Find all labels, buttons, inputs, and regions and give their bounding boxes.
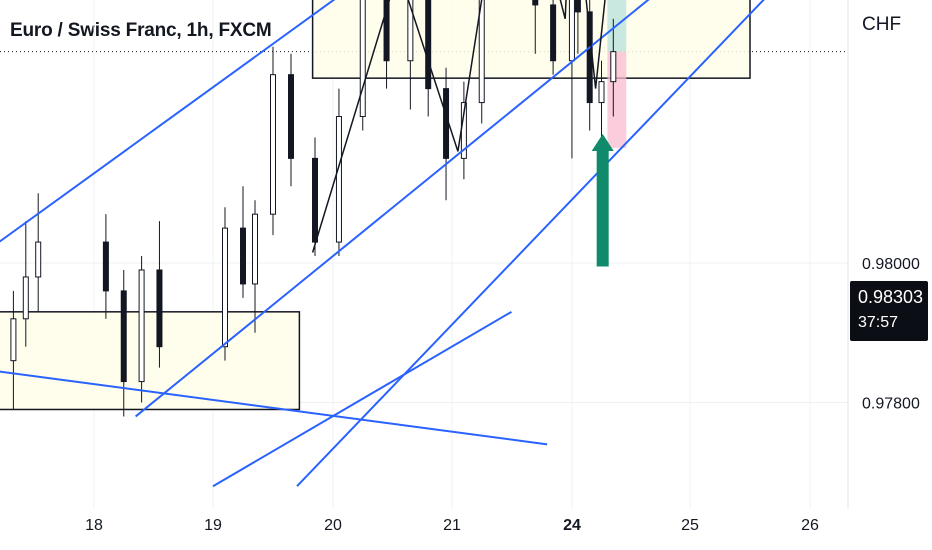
candle — [532, 0, 539, 54]
short-support-line — [212, 310, 512, 488]
candle-body — [102, 241, 109, 292]
candle-body — [138, 269, 145, 383]
candle-body — [407, 0, 414, 62]
candle — [288, 53, 294, 187]
candle-body — [574, 0, 581, 13]
candle-body — [120, 290, 127, 383]
candle-body — [359, 0, 366, 118]
candle-body — [35, 241, 42, 278]
candle — [120, 269, 127, 417]
candle-body — [550, 4, 557, 62]
x-tick-label: 19 — [204, 517, 222, 534]
candle — [610, 18, 617, 117]
candle — [270, 46, 276, 236]
candle — [240, 186, 246, 298]
trend-lines[interactable] — [0, 0, 846, 488]
descending-line — [0, 370, 548, 446]
currency-label: CHF — [862, 14, 902, 35]
candle-body — [270, 74, 276, 215]
candle — [35, 193, 42, 312]
candle-body — [22, 276, 29, 320]
candle — [359, 0, 366, 131]
candle — [252, 200, 258, 333]
candle-body — [10, 318, 17, 362]
candle-body — [156, 269, 163, 348]
pattern-path[interactable] — [311, 0, 625, 253]
candle — [102, 214, 109, 319]
annotations — [591, 133, 614, 267]
candle-body — [425, 0, 432, 90]
long-support-line — [296, 0, 765, 487]
y-tick-label: 0.98000 — [862, 256, 920, 273]
last-price-badge: 0.98303 37:57 — [850, 281, 928, 341]
lower-range-box — [0, 311, 301, 411]
bar-countdown: 37:57 — [858, 314, 899, 331]
candle-body — [568, 0, 575, 62]
candle — [598, 60, 605, 138]
stop-loss-zone — [607, 51, 627, 148]
price-axis[interactable]: 0.990000.988000.986000.984000.980000.978… — [862, 0, 920, 413]
range-boxes[interactable] — [0, 0, 751, 411]
candle — [574, 0, 581, 54]
x-tick-label: 18 — [85, 517, 103, 534]
candle-body — [288, 74, 294, 159]
candle-body — [610, 51, 617, 83]
x-tick-label: 26 — [801, 517, 819, 534]
candle — [443, 67, 450, 201]
candle — [156, 221, 163, 368]
candle — [425, 0, 432, 117]
time-axis[interactable]: 18 19 20 21 24 25 26 — [85, 517, 819, 534]
candle-body — [312, 157, 318, 243]
up-arrow-icon — [591, 133, 614, 267]
candle-body — [443, 88, 450, 159]
candle — [335, 88, 342, 257]
candle-body — [598, 81, 605, 104]
candle — [460, 81, 467, 180]
x-tick-label: 21 — [443, 517, 461, 534]
candle — [478, 0, 485, 124]
candle-body — [240, 227, 246, 285]
y-tick-label: 0.97800 — [862, 396, 920, 413]
channel-bottom-line — [135, 0, 650, 418]
candle — [568, 0, 575, 159]
last-price-value: 0.98303 — [858, 287, 924, 307]
candle — [138, 256, 145, 403]
candle-body — [586, 11, 593, 104]
candle-body — [222, 227, 228, 348]
candle — [550, 0, 557, 75]
x-tick-label: 25 — [681, 517, 699, 534]
zigzag-pattern-line — [311, 0, 606, 253]
candle-body — [335, 116, 342, 243]
candle — [407, 0, 414, 110]
candle — [22, 221, 29, 347]
chart-title: Euro / Swiss Franc, 1h, FXCM — [10, 20, 272, 41]
x-tick-label: 24 — [563, 517, 581, 534]
x-tick-label: 20 — [324, 517, 342, 534]
position-zones[interactable] — [607, 0, 627, 148]
candle — [10, 290, 17, 410]
candle-body — [252, 213, 258, 285]
channel-top-line — [0, 0, 336, 243]
candle — [222, 207, 228, 361]
candle-body — [532, 0, 539, 6]
